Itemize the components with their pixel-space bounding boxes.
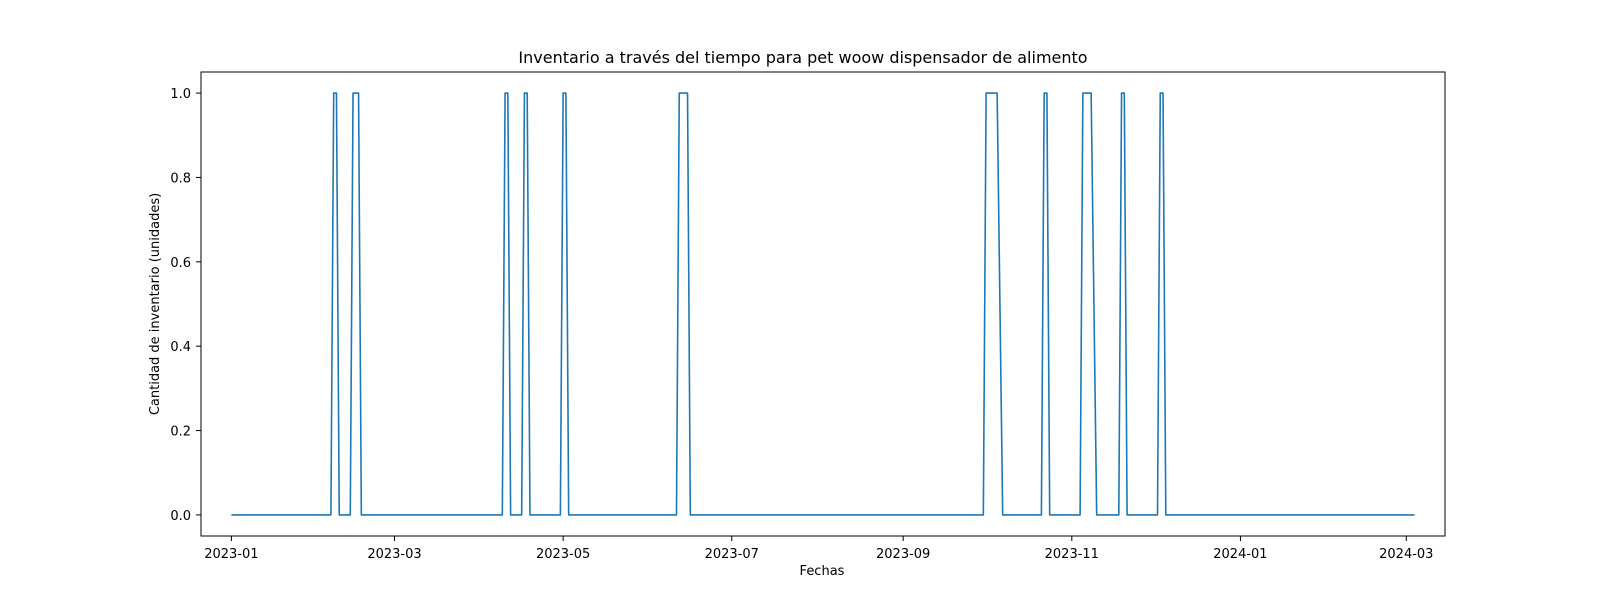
x-axis-label: Fechas xyxy=(800,564,845,579)
x-tick-label: 2023-03 xyxy=(367,547,421,562)
x-tick-label: 2023-01 xyxy=(204,547,258,562)
y-tick-label: 0.6 xyxy=(170,256,191,271)
x-tick-label: 2023-07 xyxy=(705,547,759,562)
y-axis-ticks: 0.0 0.2 0.4 0.6 0.8 1.0 xyxy=(170,87,201,524)
y-axis-label: Cantidad de inventario (unidades) xyxy=(148,193,163,415)
y-tick-label: 0.2 xyxy=(170,425,191,440)
y-tick-label: 0.4 xyxy=(170,340,191,355)
x-axis-ticks: 2023-01 2023-03 2023-05 2023-07 2023-09 2023-… xyxy=(204,536,1433,562)
x-tick-label: 2024-01 xyxy=(1213,547,1267,562)
plot-area xyxy=(231,92,1415,516)
x-tick-label: 2023-11 xyxy=(1045,547,1099,562)
x-tick-label: 2023-05 xyxy=(536,547,590,562)
chart-title: Inventario a través del tiempo para pet … xyxy=(518,48,1087,67)
y-tick-label: 0.8 xyxy=(170,171,191,186)
x-tick-label: 2023-09 xyxy=(876,547,930,562)
y-tick-label: 1.0 xyxy=(170,87,191,102)
inventory-series-line xyxy=(231,92,1415,516)
y-tick-label: 0.0 xyxy=(170,509,191,524)
x-tick-label: 2024-03 xyxy=(1379,547,1433,562)
plot-frame xyxy=(200,71,1446,537)
